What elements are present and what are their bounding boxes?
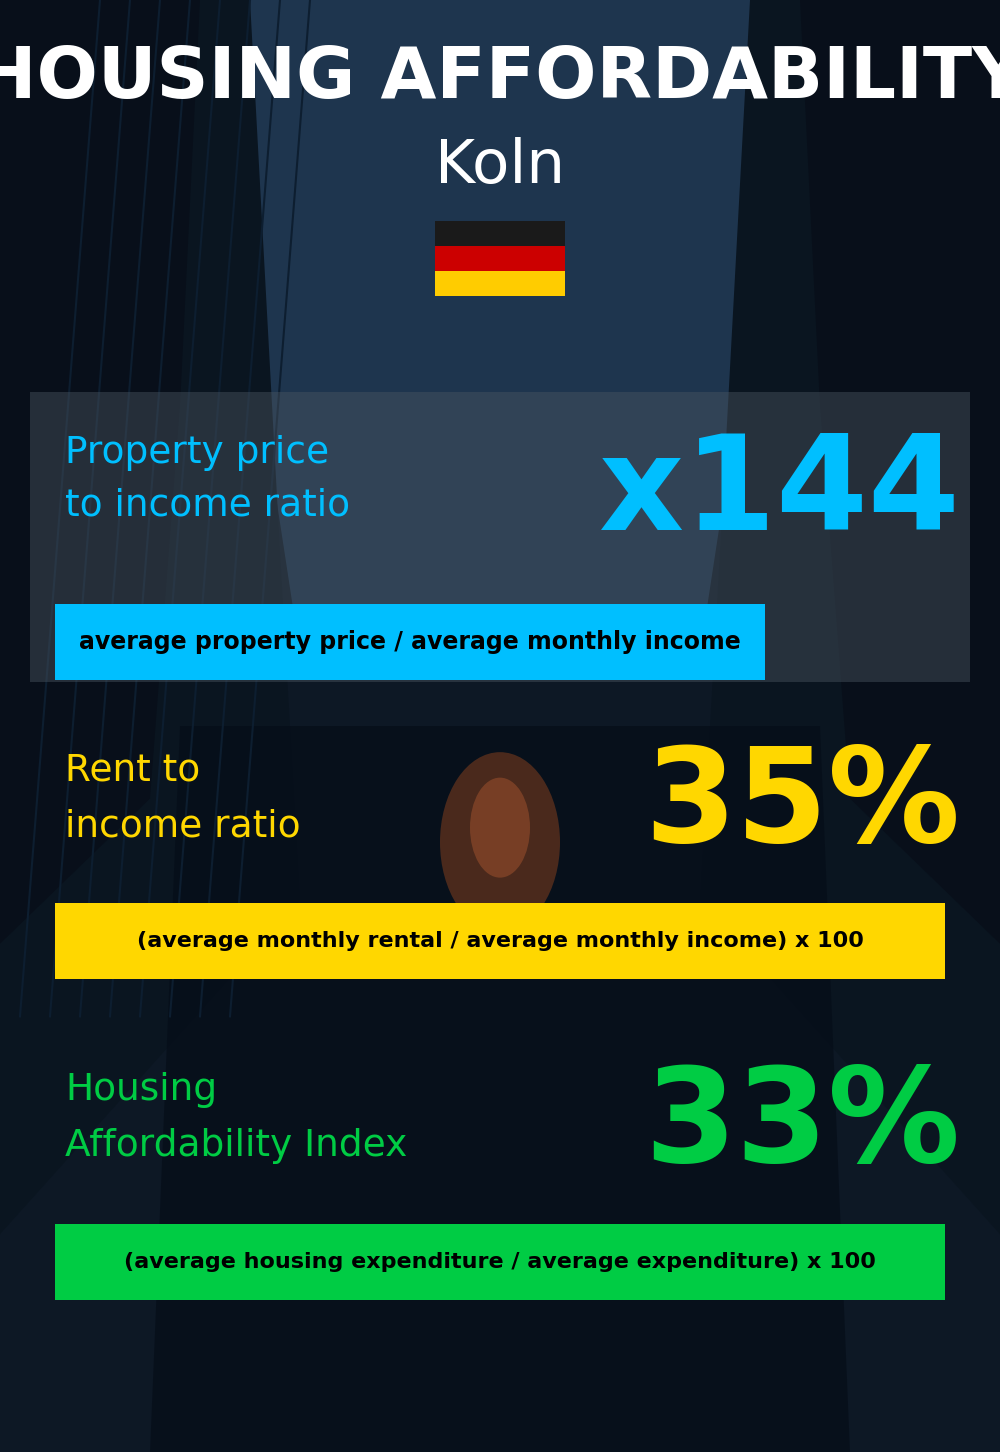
Polygon shape <box>700 0 1000 1234</box>
Polygon shape <box>0 0 200 944</box>
FancyBboxPatch shape <box>435 245 565 270</box>
Text: 35%: 35% <box>644 742 960 870</box>
Text: (average monthly rental / average monthly income) x 100: (average monthly rental / average monthl… <box>137 931 863 951</box>
Text: Rent to
income ratio: Rent to income ratio <box>65 752 301 845</box>
Polygon shape <box>800 0 1000 944</box>
Text: (average housing expenditure / average expenditure) x 100: (average housing expenditure / average e… <box>124 1252 876 1272</box>
Polygon shape <box>200 0 800 653</box>
FancyBboxPatch shape <box>55 903 945 979</box>
Text: Housing
Affordability Index: Housing Affordability Index <box>65 1072 407 1165</box>
FancyBboxPatch shape <box>55 604 765 680</box>
FancyBboxPatch shape <box>435 221 565 245</box>
Text: Property price
to income ratio: Property price to income ratio <box>65 434 350 524</box>
Text: x144: x144 <box>599 430 960 558</box>
Text: 33%: 33% <box>644 1061 960 1189</box>
FancyBboxPatch shape <box>435 270 565 296</box>
Text: Koln: Koln <box>435 138 565 196</box>
FancyBboxPatch shape <box>30 392 970 682</box>
Polygon shape <box>0 0 300 1234</box>
Polygon shape <box>150 726 850 1452</box>
FancyBboxPatch shape <box>55 1224 945 1300</box>
Ellipse shape <box>440 752 560 932</box>
Text: HOUSING AFFORDABILITY: HOUSING AFFORDABILITY <box>0 44 1000 113</box>
Ellipse shape <box>470 778 530 877</box>
Text: average property price / average monthly income: average property price / average monthly… <box>79 630 741 653</box>
